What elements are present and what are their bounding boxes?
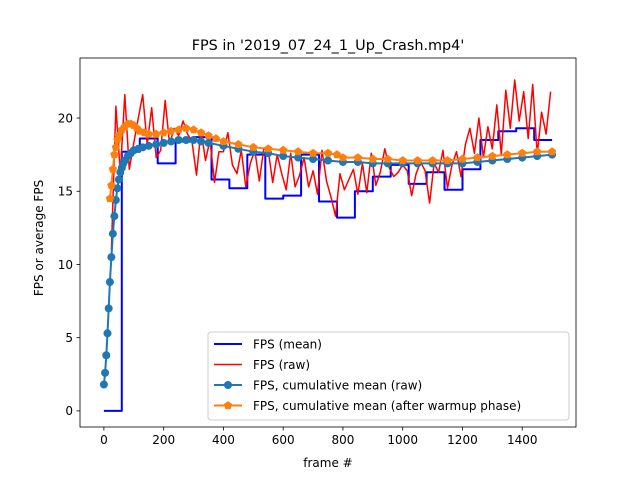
series-3-point [428, 156, 437, 165]
legend-label-1: FPS (raw) [253, 358, 310, 372]
series-3-point [110, 150, 119, 159]
legend-label-2: FPS, cumulative mean (raw) [253, 378, 422, 392]
series-3-point [144, 129, 153, 138]
series-3-point [383, 154, 392, 163]
x-axis-label: frame # [303, 456, 352, 470]
y-tick-label: 20 [58, 111, 73, 125]
y-tick-label: 5 [65, 331, 73, 345]
series-3-point [108, 164, 118, 173]
series-2-point [167, 137, 176, 146]
series-3-point [533, 147, 542, 156]
series-3-point [398, 156, 407, 165]
axes-frame [79, 57, 577, 428]
legend: FPS (mean) FPS (raw) FPS, cumulative mean … [207, 331, 570, 421]
y-tick-label: 10 [58, 258, 73, 272]
series-3-point [353, 153, 363, 162]
x-tick-label: 1400 [507, 433, 538, 447]
series-2-point [113, 184, 122, 193]
series-3-point [308, 148, 318, 157]
series-2-point [111, 196, 120, 205]
series-3-point [264, 144, 273, 153]
series-3-point [159, 128, 168, 137]
series-2-point [279, 152, 288, 161]
series-2-point [101, 368, 110, 377]
y-axis-label: FPS or average FPS [32, 180, 46, 296]
series-3-point [503, 150, 512, 159]
series-3-point [488, 151, 497, 160]
series-3-point [518, 148, 527, 157]
y-tick-label: 15 [58, 185, 73, 199]
series-2-point [99, 380, 108, 389]
series-2-point [324, 156, 332, 165]
series-3-point [443, 156, 452, 165]
series-3-point [458, 154, 467, 163]
series-2-point [144, 141, 153, 150]
series-3-point [174, 125, 183, 134]
series-3-point [249, 142, 258, 151]
series-layer [99, 79, 557, 412]
series-3-point [473, 153, 482, 162]
series-3-point [293, 147, 303, 156]
series-2-point [204, 138, 213, 147]
x-tick-label: 200 [152, 433, 175, 447]
series-3-point [105, 194, 115, 203]
legend-box [207, 331, 570, 421]
series-2-point [103, 329, 112, 338]
series-3-point [547, 147, 557, 156]
series-2-point [102, 351, 111, 360]
series-2-point [104, 304, 113, 313]
series-2-point [197, 137, 206, 146]
series-2-point [182, 136, 191, 144]
series-2-point [110, 212, 119, 221]
series-3-point [166, 126, 176, 135]
series-3-point [107, 181, 116, 189]
x-tick-label: 600 [272, 433, 295, 447]
series-2-point [174, 136, 183, 144]
series-2-point [107, 253, 116, 262]
legend-marker-2 [224, 381, 232, 389]
series-2-point [159, 138, 168, 147]
series-3-point [413, 156, 422, 165]
x-tick-label: 1200 [447, 433, 478, 447]
axes: 0 200 400 600 800 1000 1200 1400 0 5 10 15 20 [58, 57, 577, 447]
series-3-point [196, 128, 206, 137]
x-tick-label: 400 [212, 433, 235, 447]
series-2-point [114, 175, 123, 184]
series-2-point [294, 153, 303, 162]
series-2-point [138, 143, 147, 152]
legend-label-0: FPS (mean) [253, 337, 322, 351]
x-tick-label: 800 [331, 433, 354, 447]
x-tick-label: 0 [100, 433, 108, 447]
series-2-point [189, 136, 198, 144]
series-3-point [204, 131, 213, 140]
legend-label-3: FPS, cumulative mean (after warmup phase… [253, 399, 521, 413]
series-3-point [279, 145, 288, 154]
x-tick-label: 1000 [387, 433, 418, 447]
series-3-point [189, 125, 198, 134]
series-3-point [234, 140, 243, 148]
series-3-point [152, 129, 161, 138]
series-2-point [152, 140, 161, 149]
series-3-point [219, 137, 228, 145]
series-3-point [323, 148, 333, 157]
legend-marker-3 [223, 401, 233, 410]
series-3-point [338, 153, 348, 162]
series-3-point [368, 154, 377, 163]
series-2-point [105, 278, 114, 287]
series-2-point [309, 155, 318, 164]
series-3-point [211, 134, 221, 143]
plot-area [99, 79, 557, 412]
series-2-point [108, 229, 117, 238]
series-3-point [181, 123, 191, 132]
series-3-point [111, 142, 120, 151]
chart-title: FPS in '2019_07_24_1_Up_Crash.mp4' [192, 38, 465, 54]
y-tick-label: 0 [65, 404, 73, 418]
